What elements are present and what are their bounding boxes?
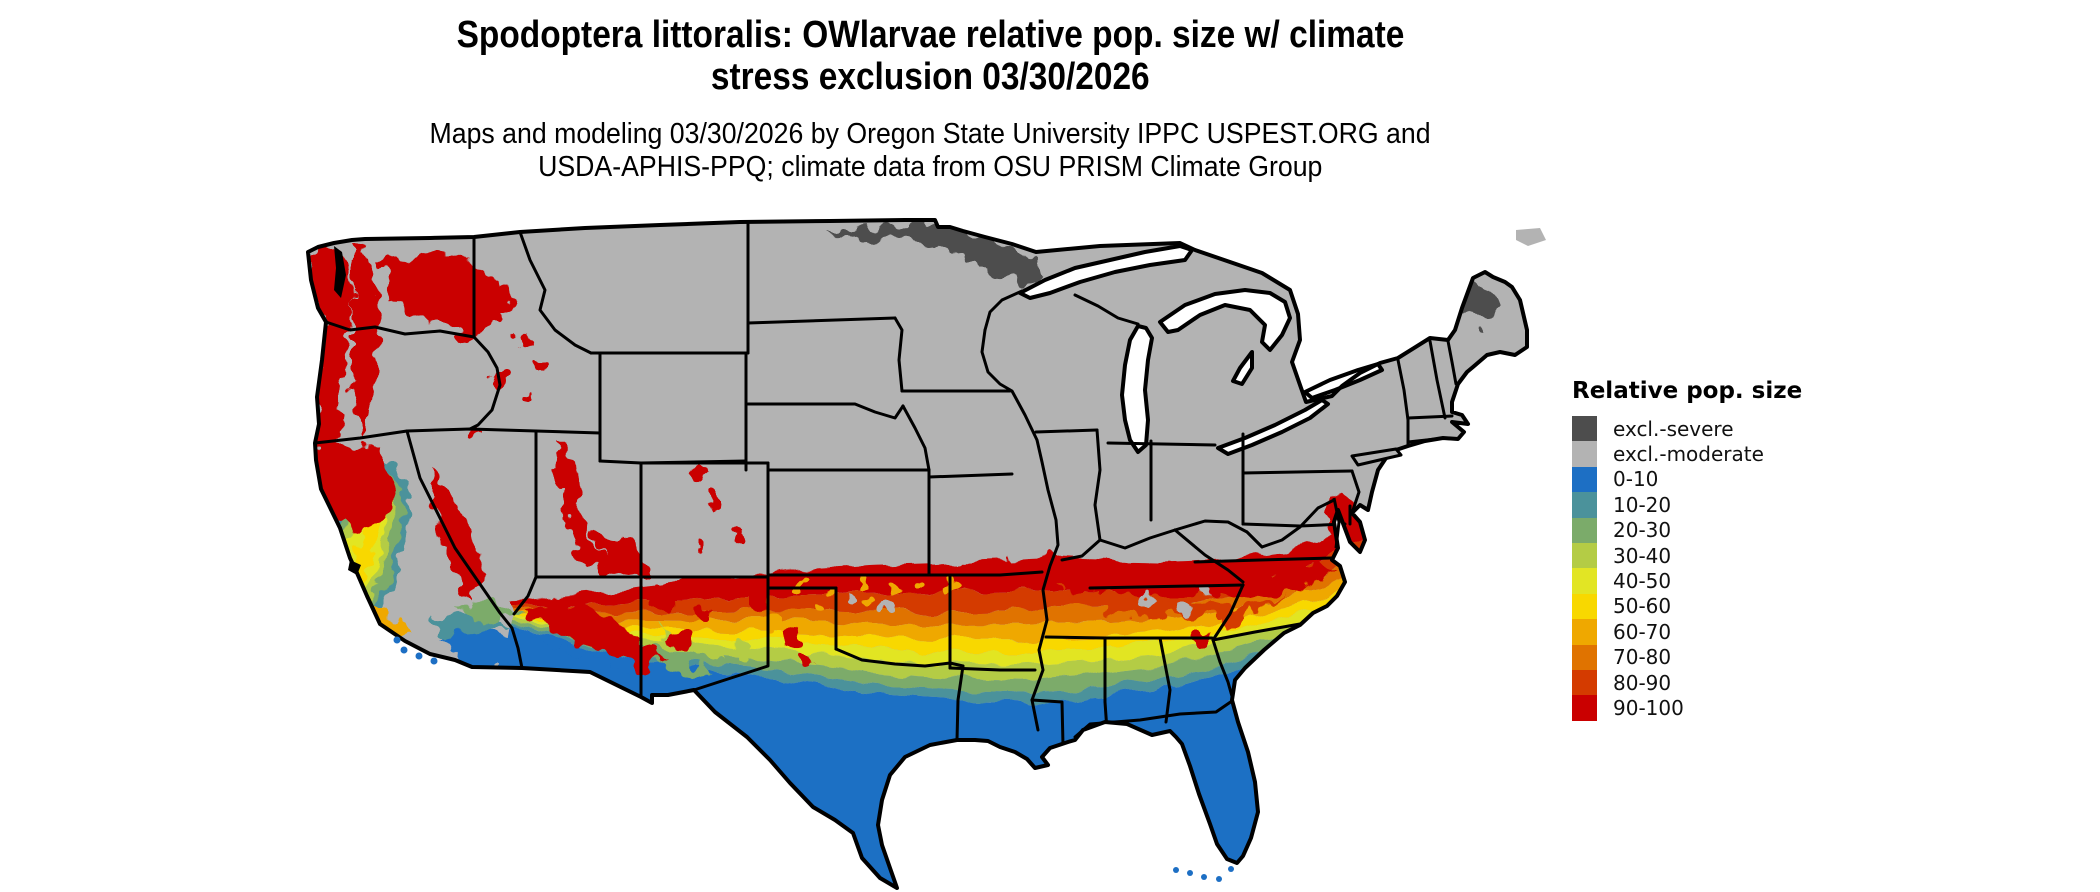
title-line-2: stress exclusion 03/30/2026 bbox=[710, 56, 1150, 98]
legend-swatch-70-80 bbox=[1572, 644, 1597, 670]
legend-label: 80-90 bbox=[1613, 670, 1672, 695]
subtitle-line-1: Maps and modeling 03/30/2026 by Oregon S… bbox=[429, 118, 1431, 150]
legend-row-0-10: 0-10 bbox=[1572, 466, 1872, 493]
legend-label: 10-20 bbox=[1613, 492, 1672, 517]
legend-label: 70-80 bbox=[1613, 645, 1672, 670]
legend-rows: excl.-severe excl.-moderate 0-10 10-20 20-30… bbox=[1572, 416, 1872, 721]
legend-row-excl.-severe: excl.-severe bbox=[1572, 416, 1872, 442]
legend-swatch-40-50 bbox=[1572, 568, 1597, 594]
legend-swatch-50-60 bbox=[1572, 593, 1597, 620]
title-line-1: Spodoptera littoralis: OWlarvae relative… bbox=[456, 14, 1404, 56]
legend-row-90-100: 90-100 bbox=[1572, 695, 1872, 721]
legend-row-60-70: 60-70 bbox=[1572, 619, 1872, 645]
map-title: Spodoptera littoralis: OWlarvae relative… bbox=[0, 14, 1860, 98]
legend-swatch-excl.-moderate bbox=[1572, 441, 1597, 467]
legend-label: 30-40 bbox=[1613, 543, 1672, 568]
map-legend: Relative pop. size excl.-severe excl.-mod… bbox=[1572, 378, 1872, 721]
legend-row-50-60: 50-60 bbox=[1572, 593, 1872, 620]
legend-row-80-90: 80-90 bbox=[1572, 669, 1872, 696]
legend-swatch-80-90 bbox=[1572, 669, 1597, 696]
legend-row-40-50: 40-50 bbox=[1572, 568, 1872, 594]
legend-label: excl.-moderate bbox=[1613, 442, 1764, 467]
legend-row-excl.-moderate: excl.-moderate bbox=[1572, 441, 1872, 467]
legend-label: 0-10 bbox=[1613, 467, 1659, 492]
legend-row-20-30: 20-30 bbox=[1572, 517, 1872, 543]
legend-label: excl.-severe bbox=[1613, 416, 1734, 441]
legend-swatch-excl.-severe bbox=[1572, 416, 1597, 442]
legend-swatch-10-20 bbox=[1572, 492, 1597, 518]
map-subtitle: Maps and modeling 03/30/2026 by Oregon S… bbox=[0, 118, 1860, 184]
legend-label: 90-100 bbox=[1613, 695, 1684, 720]
legend-swatch-90-100 bbox=[1572, 695, 1597, 721]
legend-row-70-80: 70-80 bbox=[1572, 644, 1872, 670]
legend-label: 60-70 bbox=[1613, 619, 1672, 644]
legend-title: Relative pop. size bbox=[1572, 378, 1803, 404]
legend-label: 50-60 bbox=[1613, 594, 1672, 619]
legend-row-30-40: 30-40 bbox=[1572, 542, 1872, 569]
legend-swatch-30-40 bbox=[1572, 542, 1597, 569]
legend-label: 20-30 bbox=[1613, 518, 1672, 543]
legend-swatch-0-10 bbox=[1572, 466, 1597, 493]
legend-swatch-20-30 bbox=[1572, 517, 1597, 543]
legend-swatch-60-70 bbox=[1572, 619, 1597, 645]
legend-label: 40-50 bbox=[1613, 569, 1672, 594]
legend-row-10-20: 10-20 bbox=[1572, 492, 1872, 518]
subtitle-line-2: USDA-APHIS-PPQ; climate data from OSU PR… bbox=[537, 151, 1323, 183]
